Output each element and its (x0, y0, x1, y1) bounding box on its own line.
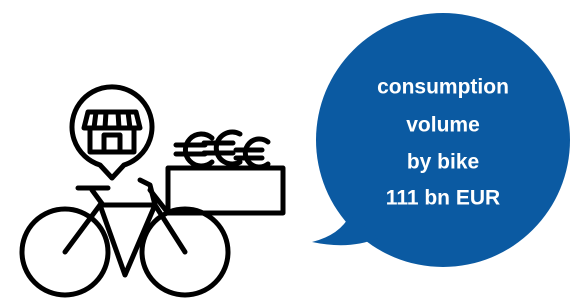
bike-icon (22, 168, 283, 295)
shop-pin (72, 87, 152, 178)
bubble-line: by bike (407, 151, 479, 174)
bubble-line: 111 bn EUR (386, 187, 500, 210)
infographic: consumption volume by bike 111 bn EUR (0, 0, 579, 306)
euro-icons (176, 132, 268, 167)
speech-bubble (312, 13, 570, 267)
bubble-line: consumption (377, 76, 509, 99)
bubble-line: volume (406, 114, 480, 137)
